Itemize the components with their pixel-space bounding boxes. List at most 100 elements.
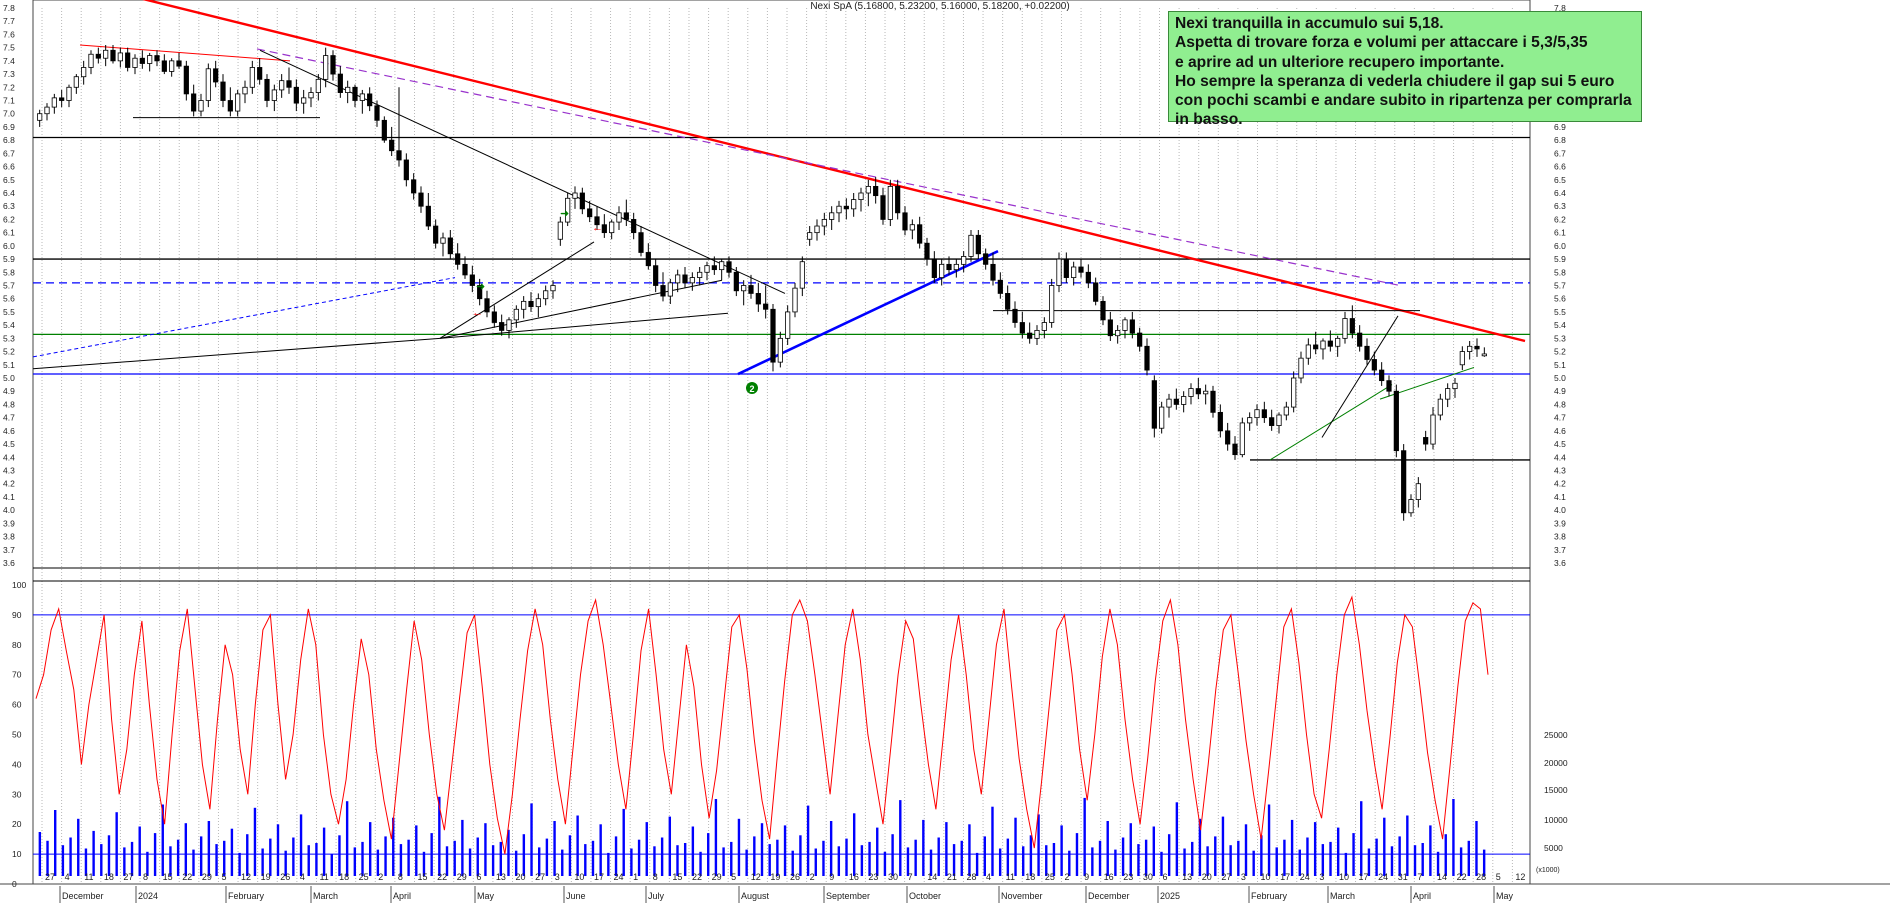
candle-body — [191, 93, 197, 112]
x-tick-label: 7 — [1417, 872, 1422, 882]
volume-bar — [538, 847, 541, 876]
volume-bar — [1060, 825, 1063, 876]
volume-bar — [1098, 840, 1102, 876]
candle-body — [418, 192, 424, 207]
volume-tick-label: 5000 — [1544, 843, 1563, 853]
long-downtrend-line — [142, 0, 1526, 343]
candle-body — [1430, 414, 1436, 445]
candle-body — [1159, 406, 1165, 429]
y-tick-label-right: 7.8 — [1554, 3, 1566, 13]
x-tick-label: 11 — [319, 872, 328, 882]
candle-body — [1452, 382, 1458, 389]
volume-bar — [69, 837, 72, 876]
oscillator-line — [35, 595, 1489, 855]
candle-body — [594, 216, 600, 226]
oscillator-tick-label: 40 — [12, 759, 22, 769]
y-tick-label-right: 3.6 — [1554, 558, 1566, 568]
candle-body — [924, 242, 930, 260]
volume-bar — [1367, 848, 1371, 876]
volume-bar — [392, 817, 395, 876]
candle-body — [249, 67, 255, 88]
volume-bar — [1129, 823, 1132, 876]
x-tick-label: 8 — [653, 872, 658, 882]
volume-bar — [522, 834, 526, 876]
volume-scale-label: (x1000) — [1536, 867, 1560, 874]
candle-body — [682, 274, 688, 284]
volume-bar — [77, 818, 80, 876]
month-label: March — [313, 891, 338, 901]
candle-body — [550, 285, 556, 292]
candle-body — [286, 80, 292, 88]
candle-body — [1349, 318, 1355, 334]
candle-body — [337, 73, 343, 93]
x-tick-label: 15 — [418, 872, 428, 882]
y-tick-label-left: 3.7 — [3, 545, 15, 555]
candle-body — [770, 308, 776, 363]
x-tick-label: 19 — [770, 872, 780, 882]
candle-body — [1408, 499, 1414, 514]
candle-body — [513, 308, 519, 321]
y-tick-label-right: 5.1 — [1554, 360, 1566, 370]
candle-body — [169, 60, 175, 72]
fan-line — [439, 279, 723, 339]
volume-bar — [676, 845, 679, 876]
candle-body — [711, 265, 717, 271]
y-tick-label-left: 4.4 — [3, 452, 15, 462]
volume-bar — [499, 841, 502, 876]
candle-body — [917, 224, 923, 244]
volume-bar — [1121, 837, 1125, 876]
y-tick-label-left: 5.8 — [3, 267, 15, 277]
candle-body — [44, 106, 50, 115]
volume-bar — [146, 851, 149, 876]
y-tick-label-left: 4.1 — [3, 492, 15, 502]
candle-body — [1276, 414, 1282, 426]
y-tick-label-right: 6.8 — [1554, 135, 1566, 145]
candle-body — [1195, 388, 1201, 395]
oscillator-tick-label: 80 — [12, 640, 22, 650]
note-line: con pochi scambi e andare subito in ripa… — [1175, 92, 1632, 110]
volume-bar — [192, 849, 195, 876]
volume-bar — [230, 828, 234, 876]
candle-body — [1056, 258, 1062, 286]
volume-bar — [1344, 852, 1348, 876]
x-tick-label: 22 — [437, 872, 447, 882]
candle-body — [843, 205, 849, 210]
volume-bar — [1160, 851, 1163, 876]
y-tick-label-left: 7.4 — [3, 56, 15, 66]
event-marker-label: 2 — [749, 384, 754, 394]
volume-bar — [1068, 850, 1071, 876]
volume-bar — [153, 833, 157, 876]
x-tick-label: 29 — [712, 872, 722, 882]
candle-body — [301, 97, 307, 104]
top-resistance-line — [79, 44, 291, 62]
y-tick-label-right: 4.4 — [1554, 452, 1566, 462]
y-tick-label-left: 5.7 — [3, 281, 15, 291]
candle-body — [851, 199, 857, 210]
volume-bar — [169, 846, 172, 876]
y-tick-label-left: 7.8 — [3, 3, 15, 13]
oscillator-line — [35, 595, 1489, 855]
candle-body — [895, 185, 901, 214]
x-tick-label: 23 — [868, 872, 878, 882]
x-tick-label: 2 — [1064, 872, 1069, 882]
x-tick-label: 30 — [888, 872, 898, 882]
volume-bar — [607, 852, 610, 876]
x-tick-label: 5 — [731, 872, 736, 882]
volume-bar — [1191, 841, 1194, 876]
candle-body — [176, 60, 182, 67]
rising-wedge-line — [1321, 315, 1399, 438]
candle-body — [345, 86, 351, 93]
x-tick-label: 27 — [45, 872, 55, 882]
y-tick-label-left: 6.1 — [3, 228, 15, 238]
volume-bar — [837, 846, 841, 876]
x-tick-label: 20 — [1202, 872, 1212, 882]
y-tick-label-left: 7.2 — [3, 82, 15, 92]
candle-body — [293, 86, 299, 104]
candle-body — [396, 150, 402, 161]
month-label: November — [1001, 891, 1043, 901]
y-tick-label-left: 7.6 — [3, 29, 15, 39]
y-tick-label-left: 4.6 — [3, 426, 15, 436]
volume-bar — [806, 805, 810, 876]
volume-bar — [876, 827, 879, 876]
volume-tick-label: 20000 — [1544, 758, 1568, 768]
